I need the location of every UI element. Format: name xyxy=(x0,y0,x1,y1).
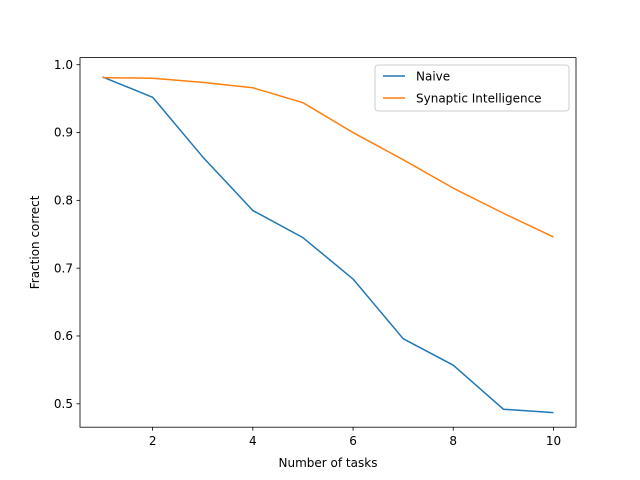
legend-label-naive: Naive xyxy=(416,69,450,83)
axes-frame xyxy=(79,57,577,428)
x-tick-label: 10 xyxy=(546,434,561,448)
y-tick-label: 0.5 xyxy=(54,397,73,411)
x-tick-label: 8 xyxy=(449,434,457,448)
y-tick-label: 0.7 xyxy=(54,261,73,275)
legend: Naive Synaptic Intelligence xyxy=(374,64,570,112)
series-line-synaptic-intelligence xyxy=(102,76,554,238)
y-tick-label: 1.0 xyxy=(54,58,73,72)
legend-label-synaptic-intelligence: Synaptic Intelligence xyxy=(416,91,542,105)
y-tick-label: 0.6 xyxy=(54,329,73,343)
y-tick-label: 0.9 xyxy=(54,126,73,140)
x-tick-label: 2 xyxy=(149,434,157,448)
x-tick-label: 6 xyxy=(349,434,357,448)
x-axis-ticks: 2 4 6 8 10 xyxy=(149,427,561,448)
x-axis-label: Number of tasks xyxy=(279,456,378,470)
plot-area xyxy=(79,57,577,428)
x-tick-label: 4 xyxy=(249,434,257,448)
y-axis-ticks: 0.5 0.6 0.7 0.8 0.9 1.0 xyxy=(54,58,80,411)
y-axis-label: Fraction correct xyxy=(28,195,42,289)
y-tick-label: 0.8 xyxy=(54,194,73,208)
legend-box xyxy=(374,64,570,112)
series-line-naive xyxy=(102,76,554,414)
series-lines xyxy=(102,76,554,414)
